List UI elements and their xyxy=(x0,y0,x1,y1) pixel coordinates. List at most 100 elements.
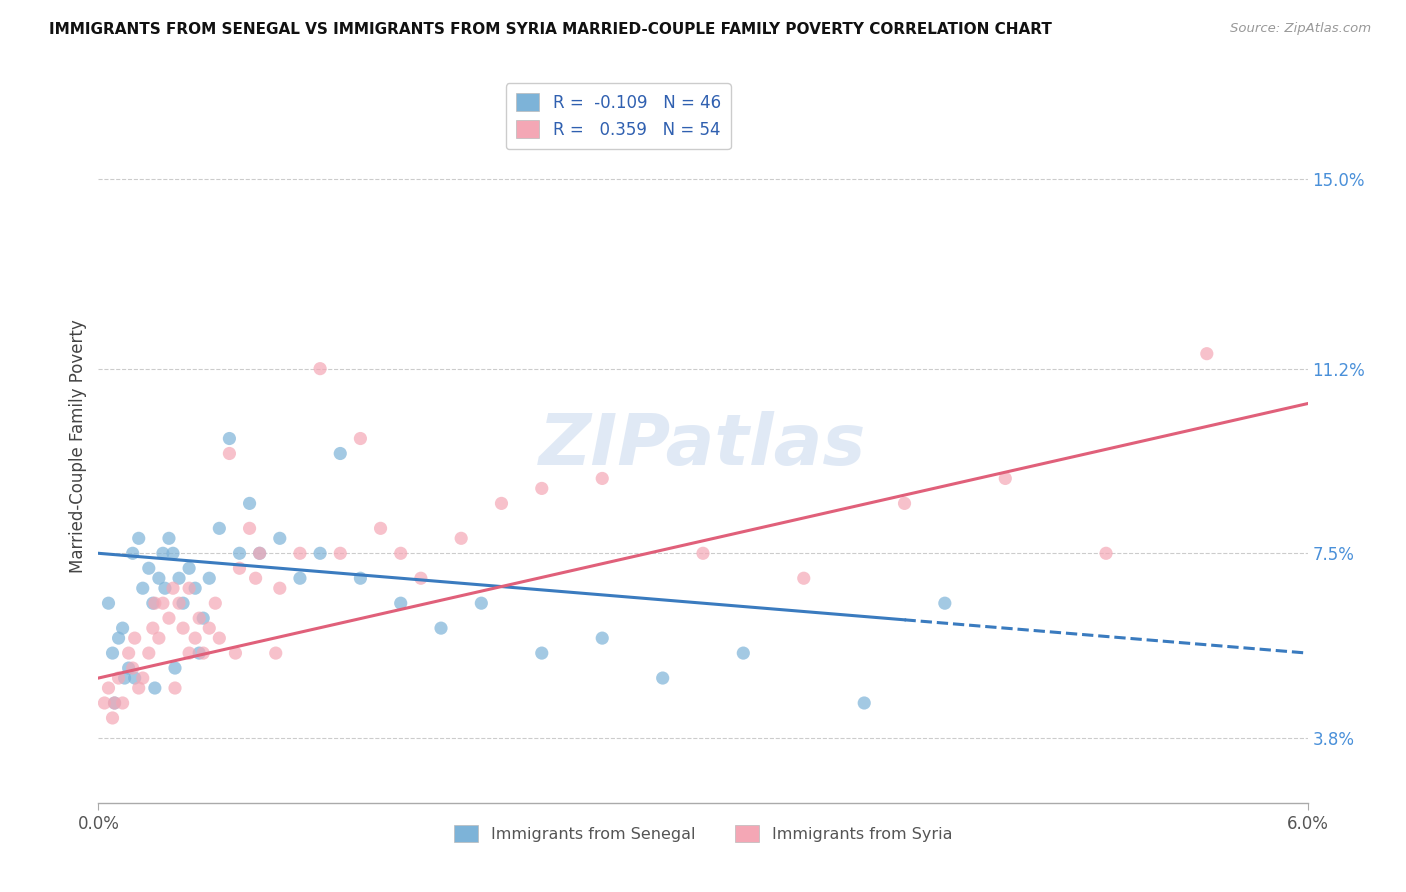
Point xyxy=(591,631,613,645)
Text: ZIPatlas: ZIPatlas xyxy=(540,411,866,481)
Point xyxy=(193,611,215,625)
Point xyxy=(103,696,125,710)
Point xyxy=(118,661,141,675)
Point xyxy=(124,671,146,685)
Point xyxy=(309,361,332,376)
Point xyxy=(107,631,129,645)
Point xyxy=(651,671,673,685)
Point xyxy=(994,471,1017,485)
Point xyxy=(93,696,115,710)
Point xyxy=(1195,347,1218,361)
Point xyxy=(491,496,513,510)
Point xyxy=(329,446,352,460)
Point xyxy=(143,596,166,610)
Point xyxy=(893,496,915,510)
Text: Source: ZipAtlas.com: Source: ZipAtlas.com xyxy=(1230,22,1371,36)
Point xyxy=(1095,546,1118,560)
Point xyxy=(530,646,553,660)
Point xyxy=(591,471,613,485)
Point xyxy=(152,546,174,560)
Point xyxy=(114,671,136,685)
Point xyxy=(530,482,553,496)
Point xyxy=(118,646,141,660)
Point xyxy=(309,546,332,560)
Point xyxy=(218,446,240,460)
Point xyxy=(228,546,250,560)
Point xyxy=(128,531,150,545)
Point xyxy=(450,531,472,545)
Point xyxy=(163,681,186,695)
Point xyxy=(228,561,250,575)
Point xyxy=(249,546,271,560)
Point xyxy=(692,546,714,560)
Point xyxy=(162,546,184,560)
Point xyxy=(132,671,155,685)
Point xyxy=(239,521,262,535)
Point xyxy=(128,681,150,695)
Point xyxy=(148,571,170,585)
Point xyxy=(288,571,311,585)
Point xyxy=(172,596,194,610)
Point xyxy=(167,596,190,610)
Point xyxy=(153,581,176,595)
Point xyxy=(179,646,201,660)
Point xyxy=(163,661,186,675)
Point xyxy=(470,596,492,610)
Point xyxy=(111,621,134,635)
Point xyxy=(370,521,392,535)
Point xyxy=(188,611,211,625)
Point xyxy=(138,646,160,660)
Point xyxy=(349,571,371,585)
Point xyxy=(152,596,174,610)
Point xyxy=(349,432,371,446)
Point xyxy=(934,596,956,610)
Point xyxy=(204,596,226,610)
Point xyxy=(121,661,143,675)
Point xyxy=(269,581,291,595)
Point xyxy=(733,646,755,660)
Point xyxy=(288,546,311,560)
Point xyxy=(101,711,124,725)
Point xyxy=(157,611,180,625)
Point xyxy=(97,596,120,610)
Point xyxy=(184,581,207,595)
Point xyxy=(142,596,165,610)
Point xyxy=(269,531,291,545)
Point xyxy=(198,621,221,635)
Point xyxy=(172,621,194,635)
Point xyxy=(853,696,876,710)
Point xyxy=(97,681,120,695)
Point xyxy=(103,696,125,710)
Point xyxy=(329,546,352,560)
Legend: Immigrants from Senegal, Immigrants from Syria: Immigrants from Senegal, Immigrants from… xyxy=(447,819,959,848)
Point xyxy=(198,571,221,585)
Point xyxy=(121,546,143,560)
Point xyxy=(793,571,815,585)
Point xyxy=(245,571,267,585)
Point xyxy=(167,571,190,585)
Point xyxy=(409,571,432,585)
Point xyxy=(389,596,412,610)
Point xyxy=(208,521,231,535)
Point xyxy=(143,681,166,695)
Point xyxy=(138,561,160,575)
Point xyxy=(107,671,129,685)
Point xyxy=(389,546,412,560)
Point xyxy=(148,631,170,645)
Point xyxy=(239,496,262,510)
Point xyxy=(157,531,180,545)
Text: IMMIGRANTS FROM SENEGAL VS IMMIGRANTS FROM SYRIA MARRIED-COUPLE FAMILY POVERTY C: IMMIGRANTS FROM SENEGAL VS IMMIGRANTS FR… xyxy=(49,22,1052,37)
Point xyxy=(264,646,287,660)
Point xyxy=(132,581,155,595)
Point xyxy=(218,432,240,446)
Point xyxy=(188,646,211,660)
Point xyxy=(142,621,165,635)
Point xyxy=(224,646,246,660)
Point xyxy=(249,546,271,560)
Point xyxy=(101,646,124,660)
Point xyxy=(179,581,201,595)
Point xyxy=(179,561,201,575)
Point xyxy=(162,581,184,595)
Point xyxy=(430,621,453,635)
Point xyxy=(184,631,207,645)
